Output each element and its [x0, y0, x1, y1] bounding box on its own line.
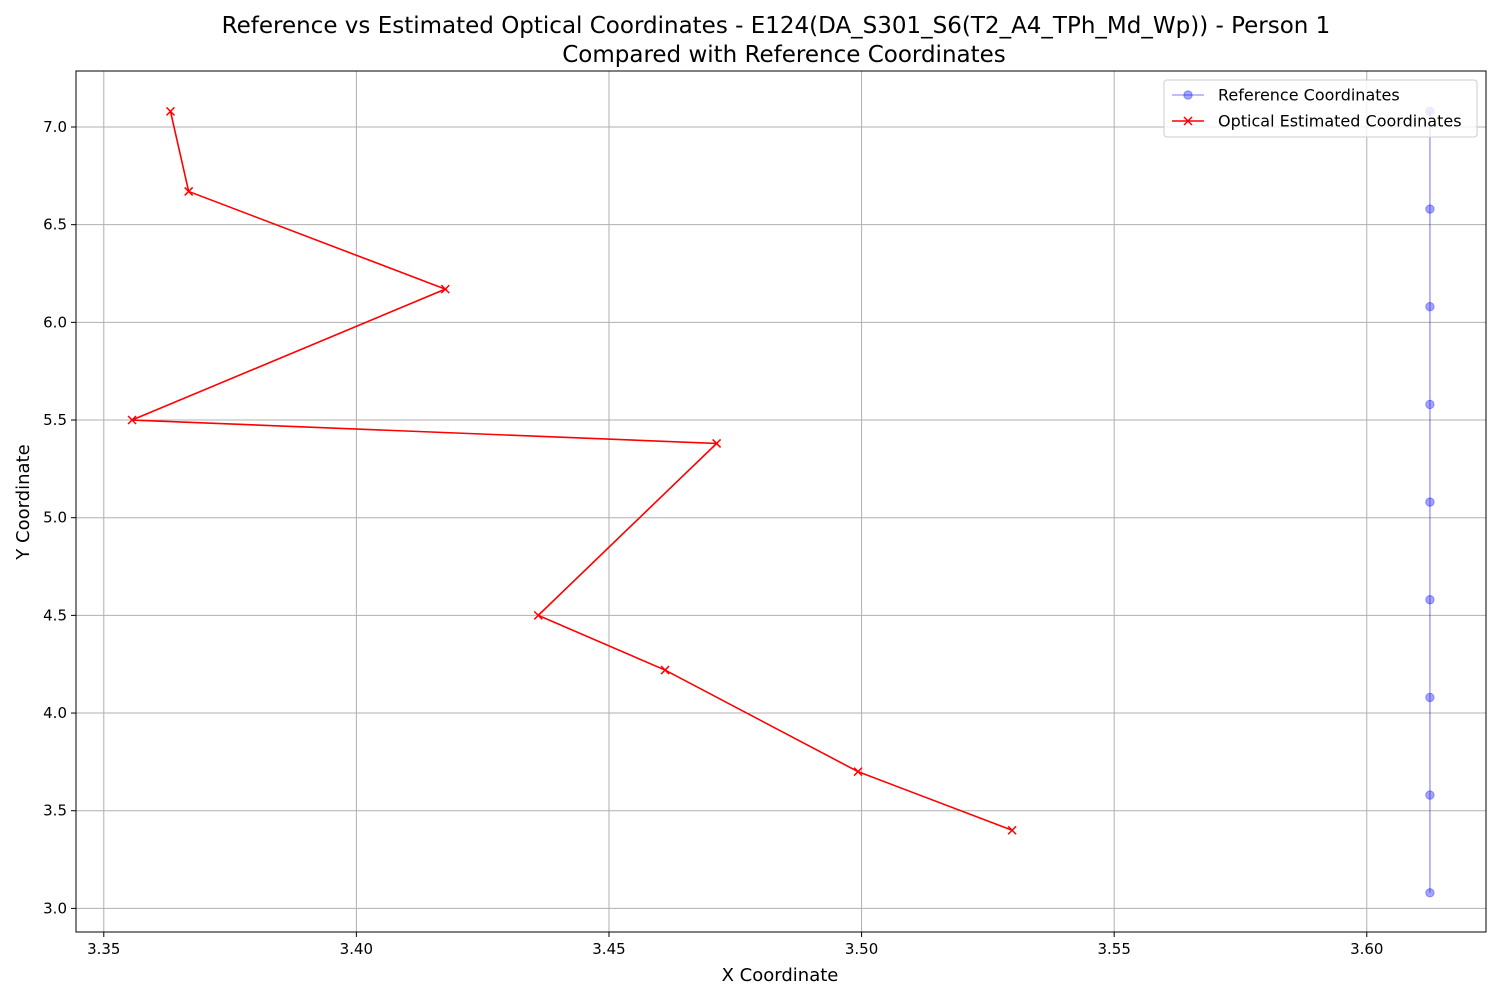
plot-frame — [75, 70, 1487, 933]
series-layer — [127, 106, 1435, 898]
legend-swatch-marker — [1183, 90, 1193, 100]
x-tick-label: 3.50 — [845, 940, 878, 958]
data-point-reference — [1425, 692, 1435, 703]
legend-item-reference: Reference Coordinates — [1172, 86, 1400, 105]
legend-item-optical: Optical Estimated Coordinates — [1172, 112, 1462, 131]
data-point-optical — [165, 106, 176, 116]
series-optical — [127, 106, 1017, 835]
y-axis-label: Y Coordinate — [13, 444, 34, 560]
data-point-reference — [1425, 399, 1435, 410]
y-tick-label: 4.0 — [43, 704, 67, 722]
chart-title: Reference vs Estimated Optical Coordinat… — [222, 13, 1331, 39]
legend-label: Optical Estimated Coordinates — [1218, 112, 1462, 131]
x-tick-label: 3.35 — [87, 940, 120, 958]
y-tick-label: 5.0 — [43, 509, 67, 527]
legend: Reference Coordinates Optical Estimated C… — [1163, 79, 1478, 138]
data-point-optical — [533, 610, 543, 620]
data-point-optical — [440, 284, 450, 294]
ticks: 3.35 3.40 3.45 3.50 3.55 3.60 3.0 3.5 4.0 4.5 5.0 5… — [43, 118, 1383, 958]
data-point-reference — [1425, 204, 1435, 214]
x-axis-label: X Coordinate — [722, 965, 839, 986]
legend-label: Reference Coordinates — [1218, 86, 1400, 105]
x-tick-label: 3.45 — [592, 940, 625, 958]
y-tick-label: 6.0 — [43, 313, 67, 331]
series-line-optical — [131, 111, 1013, 832]
data-point-reference — [1425, 888, 1435, 898]
grid — [76, 71, 1486, 932]
y-tick-label: 5.5 — [43, 411, 67, 429]
x-tick-label: 3.60 — [1350, 940, 1383, 958]
series-reference — [1425, 106, 1435, 898]
data-point-reference — [1425, 595, 1435, 605]
y-tick-label: 3.0 — [43, 899, 67, 917]
data-point-reference — [1425, 790, 1435, 800]
data-point-reference — [1425, 497, 1435, 507]
legend-box — [1163, 79, 1478, 138]
data-point-optical — [853, 767, 863, 777]
data-point-optical — [712, 438, 722, 448]
data-point-reference — [1425, 302, 1435, 312]
chart-subtitle: Compared with Reference Coordinates — [562, 42, 1006, 68]
data-point-optical — [660, 665, 670, 675]
y-tick-label: 4.5 — [43, 606, 67, 624]
legend-swatch-marker — [1183, 116, 1193, 126]
y-tick-label: 3.5 — [43, 802, 67, 820]
y-tick-label: 7.0 — [43, 118, 67, 136]
data-point-optical — [184, 186, 194, 196]
data-point-optical — [127, 415, 137, 425]
x-tick-label: 3.55 — [1097, 940, 1130, 958]
x-tick-label: 3.40 — [340, 940, 373, 958]
y-tick-label: 6.5 — [43, 216, 67, 234]
data-point-optical — [1007, 825, 1017, 835]
